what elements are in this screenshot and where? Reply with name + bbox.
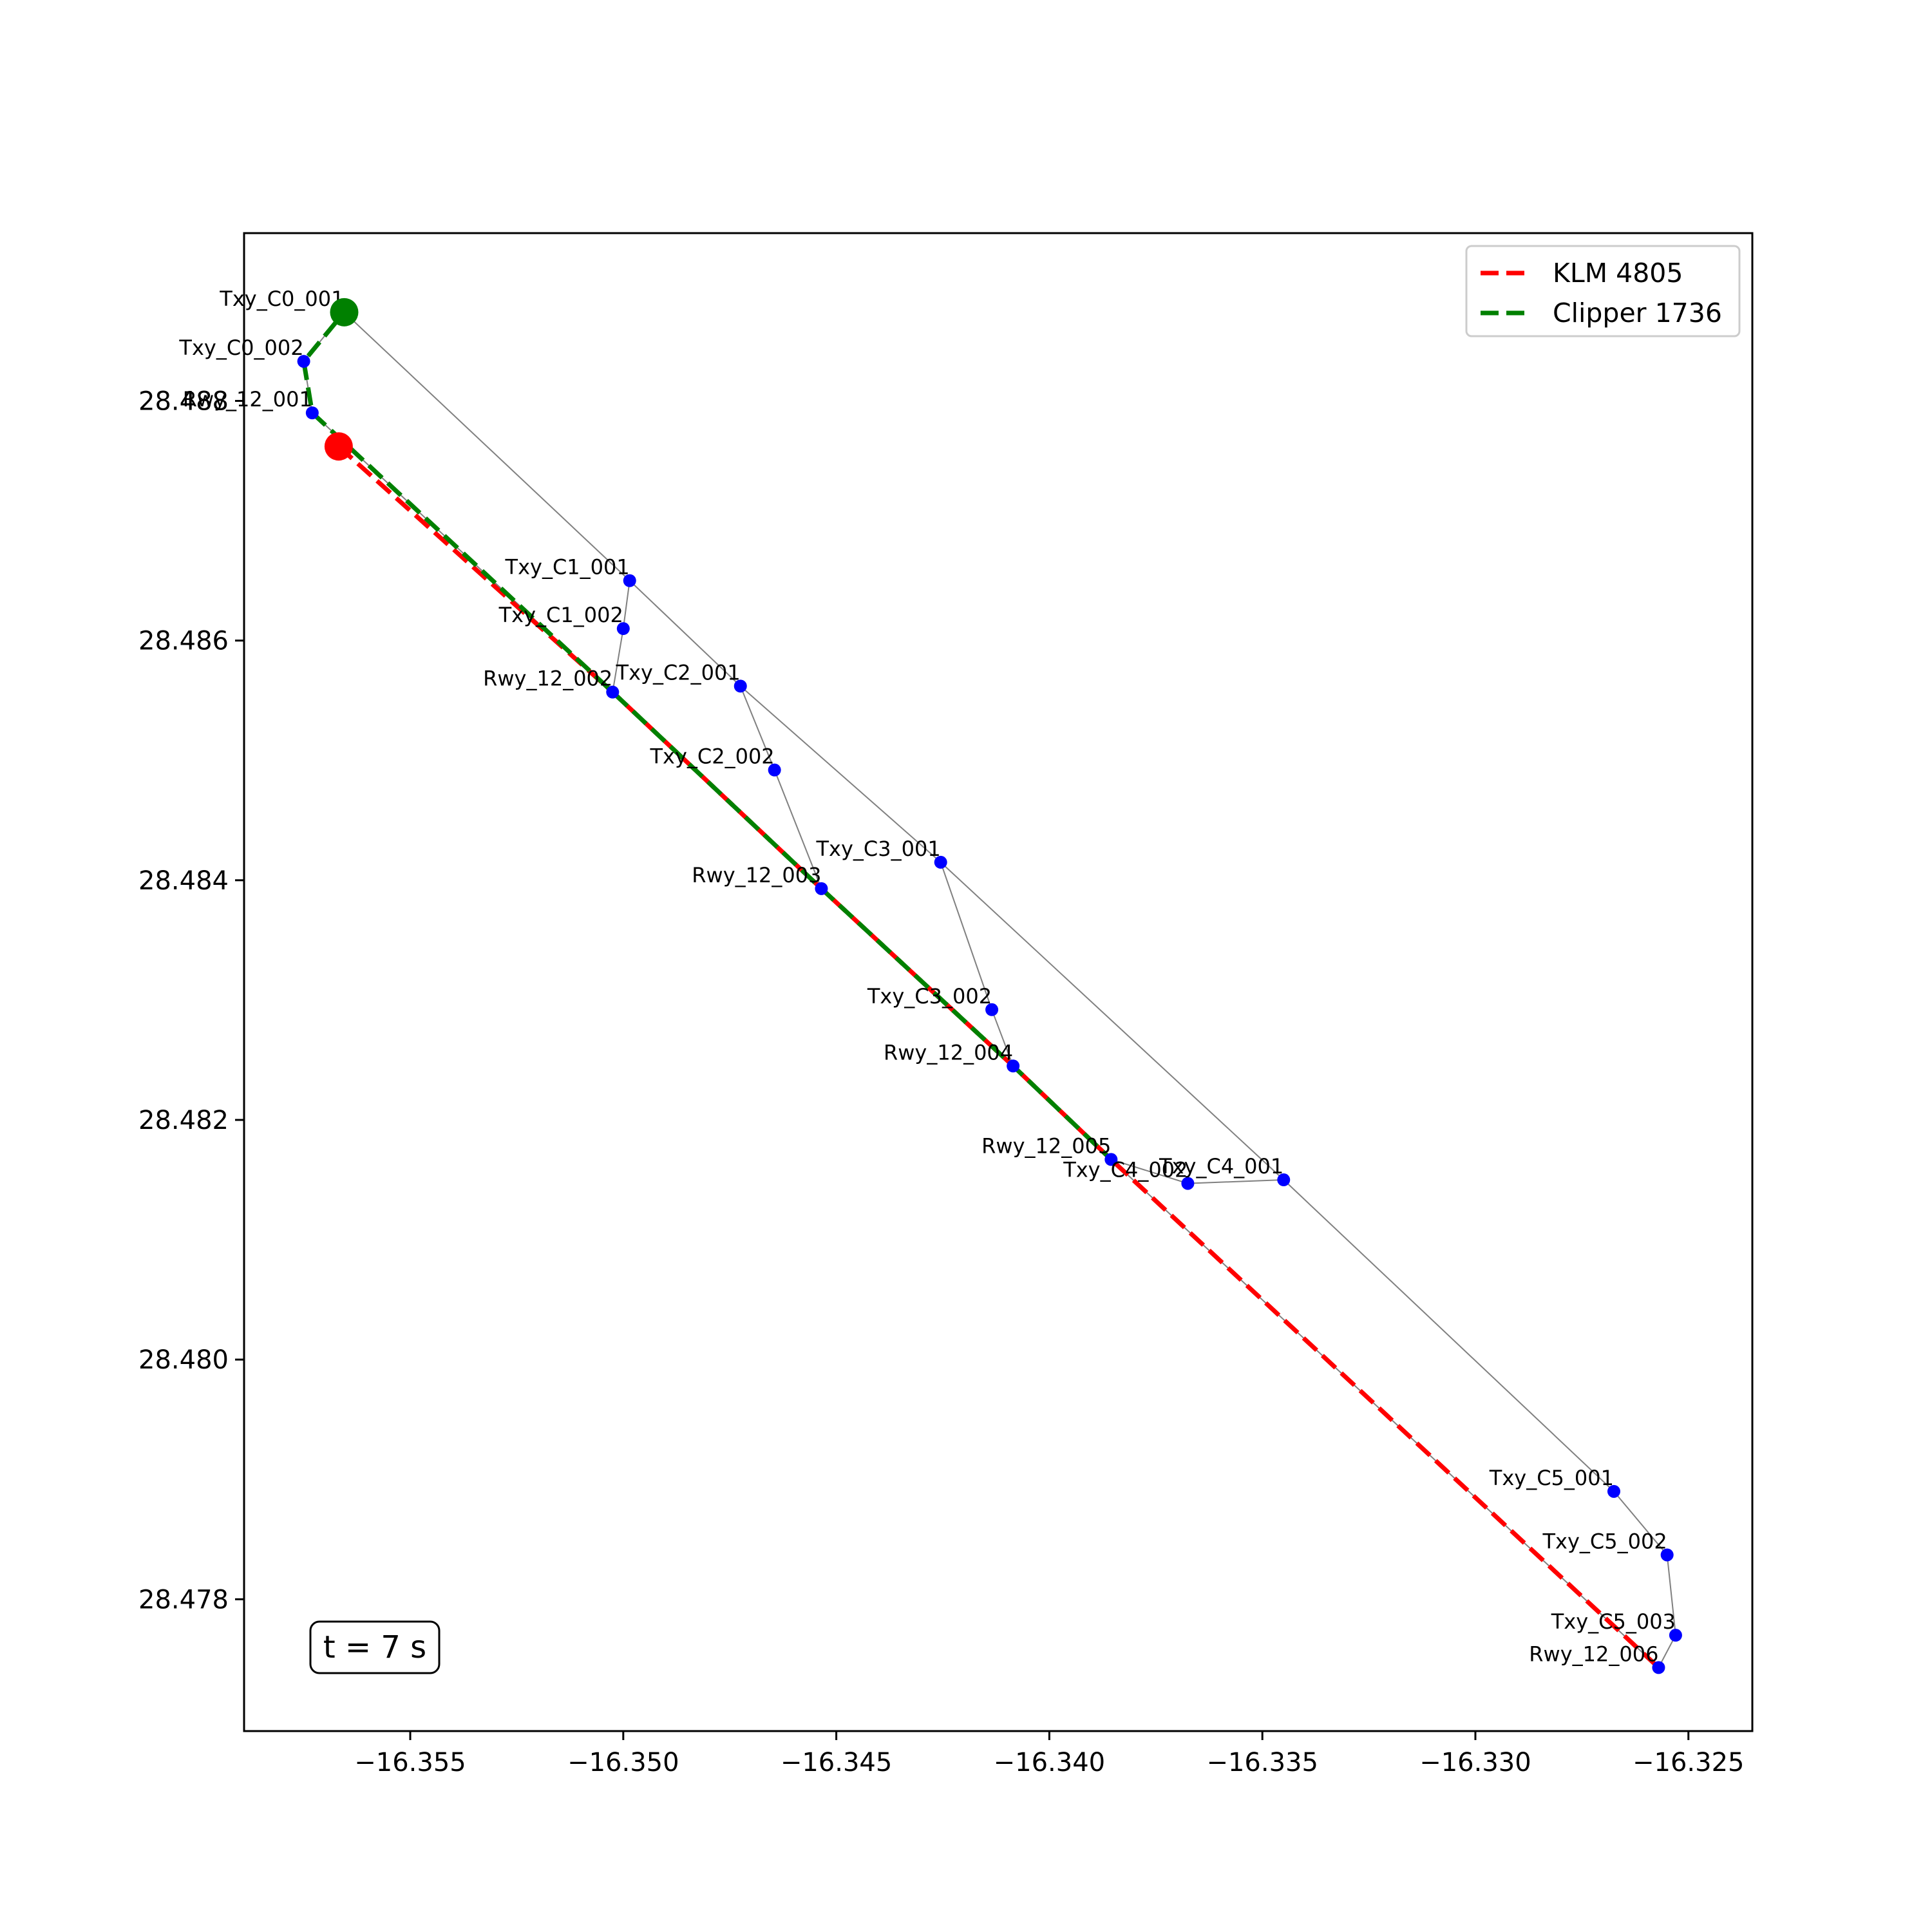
y-tick-label: 28.478 <box>138 1585 229 1615</box>
node-label-Rwy_12_002: Rwy_12_002 <box>483 667 612 691</box>
node-Txy_C1_002 <box>616 622 630 636</box>
node-Txy_C3_001 <box>934 855 947 869</box>
aircraft-marker-1 <box>324 432 353 461</box>
node-label-Txy_C1_002: Txy_C1_002 <box>498 603 623 627</box>
node-label-Rwy_12_004: Rwy_12_004 <box>884 1040 1013 1065</box>
y-axis-ticks: 28.478 28.480 28.482 28.484 28.486 28.488 <box>138 387 244 1615</box>
x-axis-ticks: −16.355 −16.350 −16.345 −16.340 −16.335 −16.3… <box>354 1731 1745 1777</box>
network-nodes <box>297 305 1682 1674</box>
plot-area-frame <box>243 232 1754 1732</box>
x-tick-label: −16.335 <box>1206 1748 1318 1777</box>
x-tick-label: −16.345 <box>781 1748 892 1777</box>
node-label-Txy_C5_002: Txy_C5_002 <box>1542 1529 1667 1553</box>
edge-Txy_C1_001-Txy_C2_001 <box>629 580 741 687</box>
y-tick-label: 28.480 <box>138 1345 229 1375</box>
node-Txy_C3_002 <box>985 1003 999 1016</box>
node-label-Txy_C5_003: Txy_C5_003 <box>1551 1609 1676 1634</box>
edge-Txy_C1_002-Rwy_12_002 <box>612 628 624 692</box>
edge-Txy_C4_002-Rwy_12_005 <box>1111 1159 1188 1184</box>
node-labels: Txy_C0_001 Txy_C0_002 Rwy_12_001 Txy_C1_001… <box>178 287 1675 1667</box>
node-label-Txy_C0_002: Txy_C0_002 <box>178 336 303 360</box>
node-Rwy_12_005 <box>1104 1153 1118 1166</box>
legend-label-2: Clipper 1736 <box>1553 298 1722 328</box>
aircraft-marker-2 <box>330 298 359 327</box>
aircraft-positions <box>324 298 359 461</box>
node-Txy_C5_001 <box>1607 1484 1620 1498</box>
legend-box <box>1465 245 1741 337</box>
y-tick-label: 28.486 <box>138 627 229 656</box>
node-label-Txy_C2_002: Txy_C2_002 <box>649 744 774 769</box>
edge-Txy_C5_002-Txy_C5_003 <box>1666 1555 1676 1636</box>
node-label-Txy_C1_001: Txy_C1_001 <box>505 555 630 580</box>
node-label-Txy_C0_001: Txy_C0_001 <box>219 287 344 311</box>
node-Txy_C2_001 <box>734 679 747 693</box>
y-tick-label: 28.488 <box>138 387 229 417</box>
node-Rwy_12_006 <box>1652 1661 1665 1674</box>
time-label: t = 7 s <box>323 1629 426 1665</box>
edge-Txy_C1_001-Txy_C1_002 <box>622 580 630 629</box>
legend-label-1: KLM 4805 <box>1553 258 1683 289</box>
y-tick-label: 28.482 <box>138 1106 229 1135</box>
node-Txy_C5_002 <box>1660 1548 1674 1562</box>
node-Rwy_12_003 <box>815 882 828 895</box>
node-Txy_C0_002 <box>297 355 310 368</box>
node-label-Rwy_12_005: Rwy_12_005 <box>981 1133 1111 1158</box>
x-tick-label: −16.350 <box>567 1748 679 1777</box>
node-Txy_C1_001 <box>623 574 636 587</box>
edge-Txy_C2_001-Txy_C2_002 <box>739 686 775 771</box>
legend: KLM 4805 Clipper 1736 <box>1465 245 1741 337</box>
node-Rwy_12_002 <box>606 685 620 699</box>
edge-Txy_C3_002-Rwy_12_004 <box>991 1009 1014 1066</box>
node-label-Txy_C2_001: Txy_C2_001 <box>616 660 741 685</box>
edge-Txy_C2_001-Txy_C3_001 <box>740 685 942 863</box>
node-label-Txy_C4_001: Txy_C4_001 <box>1159 1154 1283 1179</box>
edge-Txy_C4_001-Txy_C4_002 <box>1188 1179 1284 1184</box>
node-Rwy_12_004 <box>1007 1059 1020 1073</box>
node-Txy_C5_003 <box>1669 1629 1682 1642</box>
y-tick-label: 28.484 <box>138 866 229 896</box>
edge-Txy_C2_002-Rwy_12_003 <box>773 770 822 889</box>
edge-Txy_C4_001-Txy_C5_001 <box>1283 1179 1615 1492</box>
time-annotation: t = 7 s <box>309 1620 440 1674</box>
node-label-Txy_C5_001: Txy_C5_001 <box>1489 1466 1614 1490</box>
node-Rwy_12_001 <box>305 406 319 420</box>
node-label-Txy_C4_002: Txy_C4_002 <box>1063 1158 1188 1182</box>
edge-Txy_C3_001-Txy_C3_002 <box>940 862 993 1010</box>
node-label-Rwy_12_006: Rwy_12_006 <box>1529 1642 1658 1666</box>
edge-Txy_C0_001-Txy_C1_001 <box>343 312 630 582</box>
x-tick-label: −16.330 <box>1419 1748 1531 1777</box>
node-label-Txy_C3_002: Txy_C3_002 <box>867 984 992 1009</box>
node-Txy_C4_001 <box>1277 1173 1291 1187</box>
x-tick-label: −16.325 <box>1633 1748 1744 1777</box>
node-label-Rwy_12_003: Rwy_12_003 <box>692 863 821 887</box>
node-Txy_C4_002 <box>1181 1177 1195 1190</box>
edge-Txy_C3_001-Txy_C4_001 <box>940 862 1284 1180</box>
x-tick-label: −16.355 <box>354 1748 466 1777</box>
node-Txy_C2_002 <box>768 763 781 777</box>
node-label-Txy_C3_001: Txy_C3_001 <box>815 837 940 861</box>
time-box <box>309 1620 440 1674</box>
node-label-Rwy_12_001: Rwy_12_001 <box>183 387 312 412</box>
edge-Txy_C5_001-Txy_C5_002 <box>1613 1491 1668 1556</box>
x-tick-label: −16.340 <box>994 1748 1105 1777</box>
